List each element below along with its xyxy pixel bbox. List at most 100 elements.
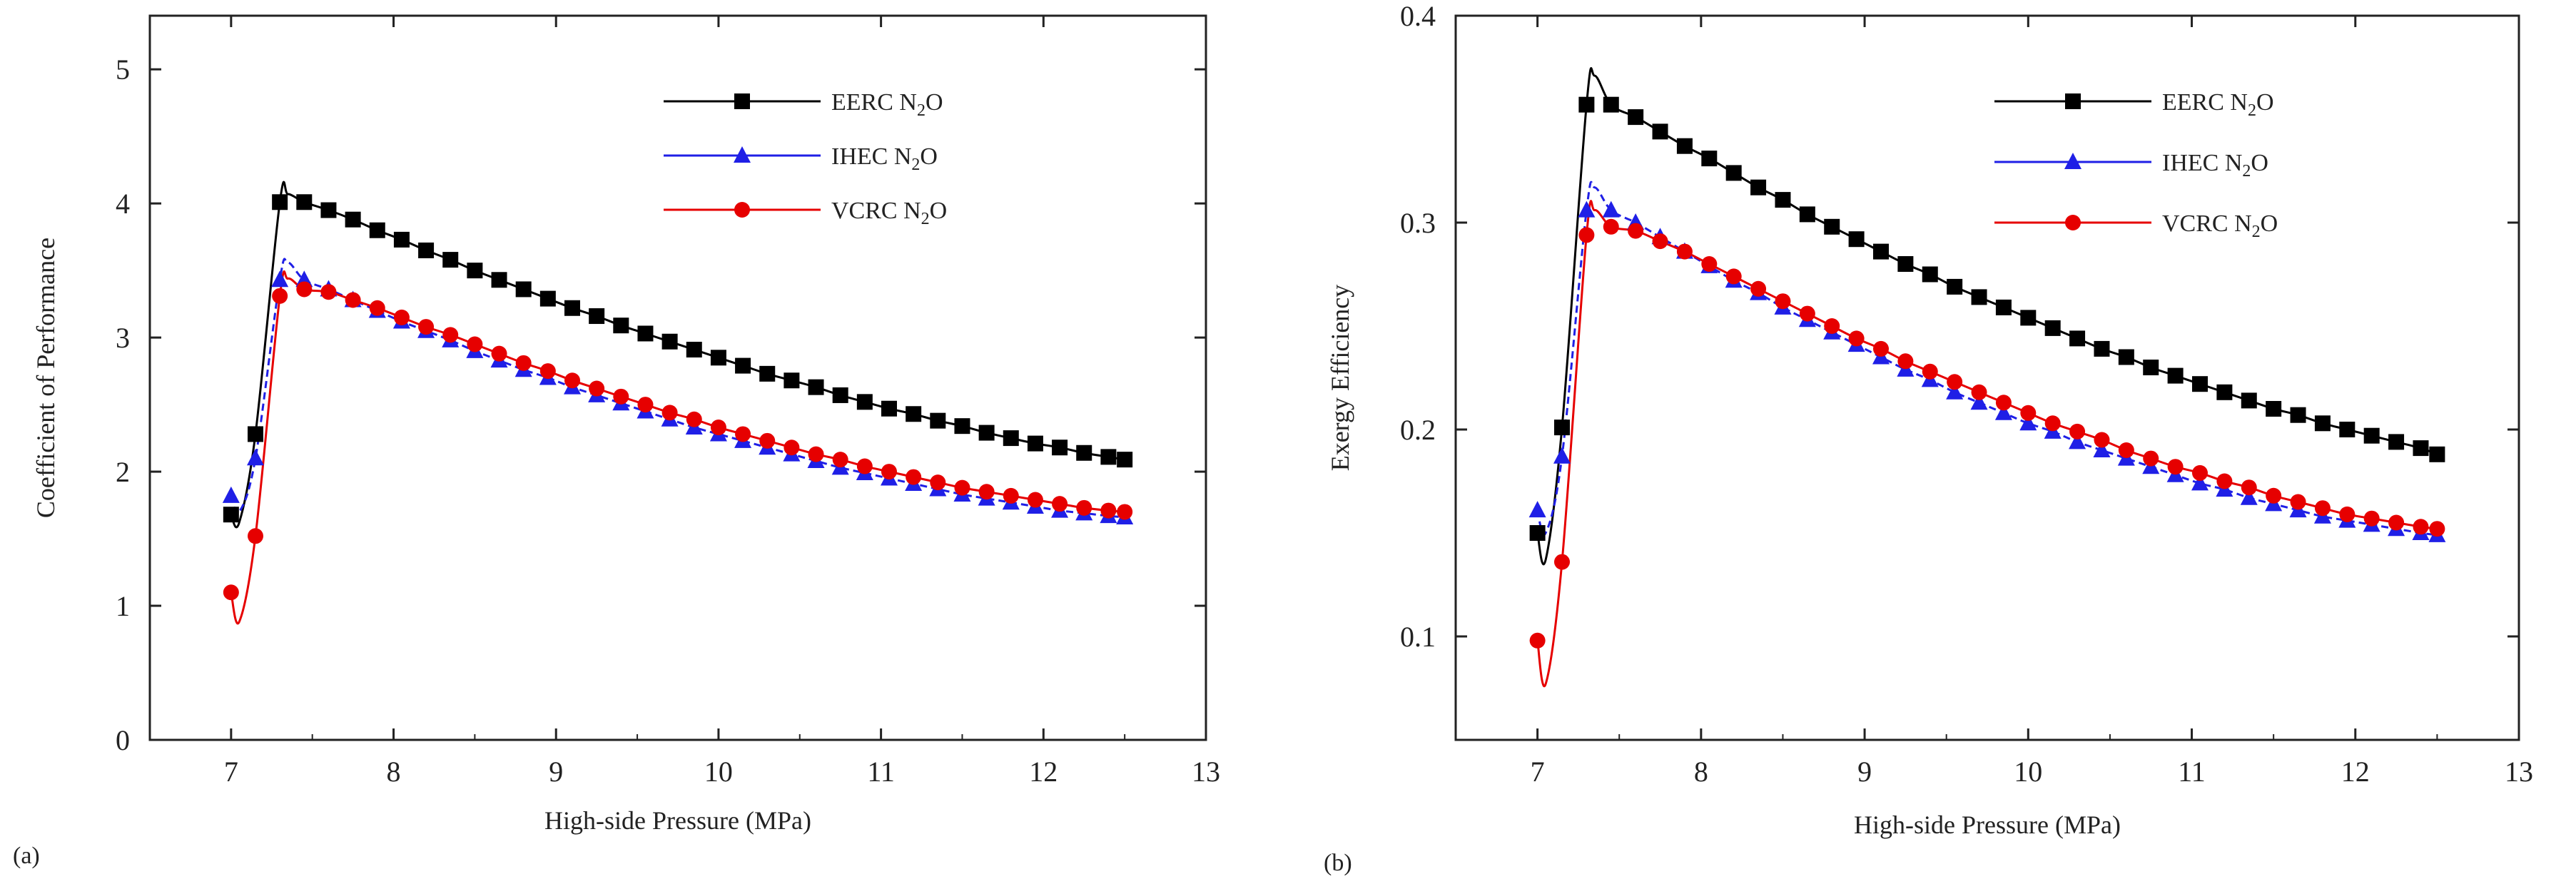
y-tick-label: 0.1	[1400, 621, 1436, 653]
legend-marker-triangle	[734, 146, 751, 163]
data-point-triangle	[1578, 200, 1596, 218]
data-point-circle	[2363, 510, 2380, 527]
data-point-circle	[320, 284, 337, 300]
data-point-square	[735, 357, 751, 374]
data-point-circle	[710, 420, 726, 436]
x-tick-label: 10	[2014, 756, 2042, 788]
data-point-circle	[2266, 487, 2282, 504]
data-point-square	[2167, 367, 2184, 384]
y-tick-label: 0.3	[1400, 207, 1436, 239]
data-point-circle	[272, 288, 288, 304]
y-tick-label: 0.4	[1400, 0, 1436, 32]
data-point-circle	[248, 528, 263, 544]
legend-marker-triangle	[2064, 153, 2081, 169]
data-point-circle	[2216, 473, 2233, 489]
data-point-circle	[1897, 353, 1914, 370]
data-point-square	[881, 400, 897, 417]
data-point-circle	[1775, 293, 1791, 310]
data-point-square	[2143, 360, 2159, 375]
series-line-circle	[1536, 200, 2438, 688]
data-point-square	[832, 387, 848, 403]
data-point-square	[1873, 243, 1889, 260]
y-tick-label: 1	[116, 590, 130, 622]
data-point-circle	[1027, 492, 1043, 508]
data-point-square	[1628, 109, 1644, 126]
legend-label: IHEC N2O	[831, 143, 938, 174]
data-point-circle	[1652, 233, 1668, 250]
series-line-circle	[230, 270, 1125, 625]
chart-panel-b: 7 8 9 10 11 12 13 0.1 0.2 0.3 0.4 High-side Pressur…	[1324, 0, 2533, 876]
data-point-square	[1725, 165, 1742, 181]
data-point-circle	[1117, 504, 1133, 520]
legend-label: VCRC N2O	[831, 198, 947, 228]
y-tick-label: 4	[116, 188, 130, 220]
data-point-square	[1971, 289, 1987, 305]
plot-frame	[1454, 14, 2520, 741]
data-point-square	[296, 194, 313, 210]
data-point-circle	[442, 327, 459, 343]
data-point-circle	[491, 345, 507, 362]
data-point-circle	[1554, 554, 1570, 570]
data-point-square	[1750, 179, 1767, 195]
x-tick-label: 8	[1694, 756, 1708, 788]
data-point-triangle	[2019, 414, 2037, 431]
data-point-circle	[930, 474, 946, 491]
data-point-square	[1775, 192, 1791, 208]
data-point-square	[686, 342, 702, 358]
data-point-square	[2388, 434, 2405, 450]
data-point-triangle	[2240, 488, 2258, 505]
data-point-circle	[2290, 494, 2306, 510]
series-line-triangle	[230, 258, 1125, 519]
x-tick-label: 11	[867, 756, 895, 788]
data-point-square	[710, 350, 726, 366]
data-point-circle	[1628, 223, 1644, 239]
x-axis-title: High-side Pressure (MPa)	[1854, 811, 2121, 839]
legend-label: EERC N2O	[2162, 89, 2274, 120]
data-point-circle	[661, 405, 678, 421]
data-point-circle	[1676, 243, 1693, 260]
legend-label: EERC N2O	[831, 89, 943, 120]
data-point-square	[1676, 138, 1693, 154]
data-point-circle	[637, 397, 654, 413]
data-point-circle	[735, 426, 751, 442]
y-axis-title: Exergy Efficiency	[1326, 285, 1354, 472]
data-point-circle	[2143, 450, 2159, 467]
data-point-circle	[467, 336, 483, 352]
data-point-circle	[1799, 305, 1815, 322]
x-tick-label: 13	[1192, 756, 1220, 788]
data-point-square	[906, 406, 922, 422]
data-point-square	[2069, 330, 2086, 347]
data-point-circle	[2388, 514, 2405, 531]
data-point-square	[954, 418, 970, 435]
data-point-square	[491, 272, 507, 288]
data-point-square	[1578, 96, 1595, 113]
legend-label: IHEC N2O	[2162, 150, 2268, 181]
data-point-circle	[1848, 330, 1865, 347]
data-point-square	[564, 300, 580, 316]
y-tick-label: 0	[116, 724, 130, 756]
data-point-square	[637, 325, 654, 342]
data-point-square	[320, 202, 337, 218]
data-point-triangle	[271, 270, 289, 288]
data-point-square	[589, 308, 605, 325]
series-line-square	[1536, 67, 2438, 566]
data-point-square	[930, 412, 946, 429]
legend-marker-square	[734, 93, 750, 109]
data-point-square	[1922, 266, 1938, 283]
data-point-circle	[808, 446, 824, 462]
data-point-triangle	[1970, 393, 1988, 410]
y-tick-label: 2	[116, 456, 130, 488]
legend-label: VCRC N2O	[2162, 210, 2278, 241]
series-line-triangle	[1536, 181, 2438, 537]
data-point-square	[467, 263, 483, 279]
data-point-square	[369, 222, 385, 238]
x-tick-label: 12	[1029, 756, 1058, 788]
data-point-circle	[589, 380, 605, 397]
legend-marker-circle	[734, 202, 750, 218]
data-point-square	[978, 425, 995, 441]
data-point-circle	[954, 479, 970, 496]
panel-label: (b)	[1324, 850, 1352, 876]
data-point-triangle	[2069, 432, 2086, 449]
data-point-circle	[2167, 459, 2184, 475]
data-point-circle	[1529, 632, 1546, 649]
